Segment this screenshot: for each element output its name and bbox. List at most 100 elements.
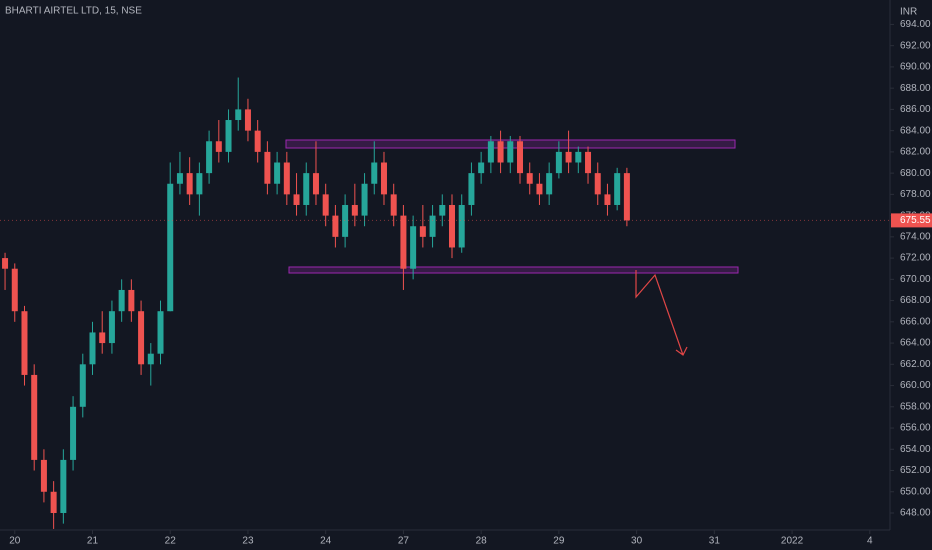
candle-body — [604, 194, 611, 205]
candle-body — [99, 332, 106, 344]
y-tick-label: 652.00 — [900, 465, 931, 476]
y-tick-label: 670.00 — [900, 274, 931, 285]
x-tick-label: 20 — [9, 536, 21, 547]
candle-body — [31, 374, 38, 460]
candle-body — [429, 215, 436, 237]
candle-body — [419, 226, 426, 237]
candle-body — [70, 406, 77, 460]
candle-body — [244, 109, 251, 131]
y-tick-label: 656.00 — [900, 423, 931, 434]
y-tick-label: 690.00 — [900, 62, 931, 73]
x-tick-label: 24 — [320, 536, 332, 547]
candle-body — [186, 173, 193, 195]
y-tick-label: 648.00 — [900, 508, 931, 519]
candle-body — [147, 353, 154, 365]
y-tick-label: 678.00 — [900, 189, 931, 200]
candle-body — [410, 226, 417, 269]
x-tick-label: 2022 — [781, 536, 804, 547]
candle-body — [79, 364, 86, 407]
candle-body — [439, 204, 446, 216]
y-tick-label: 650.00 — [900, 486, 931, 497]
currency-label: INR — [900, 7, 917, 18]
candle-body — [497, 141, 504, 163]
y-tick-label: 680.00 — [900, 168, 931, 179]
last-price-label: 675.55 — [900, 215, 931, 226]
candle-body — [565, 151, 572, 163]
candle-body — [575, 151, 582, 163]
y-tick-label: 688.00 — [900, 83, 931, 94]
y-tick-label: 674.00 — [900, 231, 931, 242]
candle-body — [623, 173, 630, 221]
candle-body — [157, 311, 164, 354]
candle-body — [487, 141, 494, 163]
y-tick-label: 654.00 — [900, 444, 931, 455]
x-tick-label: 27 — [398, 536, 410, 547]
y-tick-label: 684.00 — [900, 125, 931, 136]
candle-body — [332, 215, 339, 237]
candle-body — [264, 151, 271, 184]
candle-body — [390, 194, 397, 216]
candle-body — [167, 183, 174, 312]
y-tick-label: 694.00 — [900, 19, 931, 30]
y-tick-label: 692.00 — [900, 40, 931, 51]
candle-body — [138, 311, 145, 365]
candle-body — [517, 141, 524, 174]
candle-body — [11, 268, 18, 312]
y-tick-label: 672.00 — [900, 253, 931, 264]
x-tick-label: 23 — [242, 536, 254, 547]
candle-body — [448, 204, 455, 248]
candle-body — [225, 120, 232, 152]
candle-body — [108, 311, 115, 344]
candle-body — [322, 194, 329, 216]
candle-body — [526, 173, 533, 184]
y-tick-label: 686.00 — [900, 104, 931, 115]
x-tick-label: 31 — [709, 536, 721, 547]
candle-body — [380, 162, 387, 195]
candle-body — [312, 173, 319, 195]
candle-body — [458, 204, 465, 248]
last-price-tag — [891, 213, 932, 228]
x-tick-label: 29 — [553, 536, 565, 547]
candle-body — [274, 162, 281, 184]
candle-body — [118, 289, 125, 312]
x-tick-label: 4 — [867, 536, 873, 547]
candle-body — [371, 162, 378, 184]
candle-body — [546, 173, 553, 195]
y-tick-label: 666.00 — [900, 316, 931, 327]
y-tick-label: 658.00 — [900, 401, 931, 412]
projection-arrow — [635, 270, 688, 356]
candle-body — [215, 141, 222, 152]
y-tick-label: 660.00 — [900, 380, 931, 391]
candle-body — [2, 258, 9, 269]
candle-body — [283, 162, 290, 195]
x-tick-label: 28 — [476, 536, 488, 547]
x-tick-label: 22 — [165, 536, 177, 547]
chart-title: BHARTI AIRTEL LTD, 15, NSE — [5, 6, 142, 17]
candle-body — [351, 204, 358, 216]
candle-body — [614, 173, 621, 205]
candle-body — [400, 215, 407, 269]
candle-body — [89, 332, 96, 365]
candle-body — [60, 459, 67, 514]
candle-body — [206, 141, 213, 174]
candle-body — [585, 151, 592, 174]
candle-body — [196, 173, 203, 195]
support-zone — [288, 266, 739, 274]
candle-body — [342, 204, 349, 237]
candle-body — [361, 183, 368, 216]
candle-body — [50, 491, 57, 514]
candle-body — [176, 173, 183, 184]
candle-body — [555, 151, 562, 174]
candle-body — [536, 183, 543, 195]
y-tick-label: 682.00 — [900, 147, 931, 158]
candle-body — [40, 459, 47, 492]
y-tick-label: 664.00 — [900, 338, 931, 349]
y-tick-label: 668.00 — [900, 295, 931, 306]
candle-body — [21, 311, 28, 375]
candle-body — [128, 289, 135, 312]
y-tick-label: 662.00 — [900, 359, 931, 370]
candle-body — [478, 162, 485, 174]
candle-body — [507, 141, 514, 163]
